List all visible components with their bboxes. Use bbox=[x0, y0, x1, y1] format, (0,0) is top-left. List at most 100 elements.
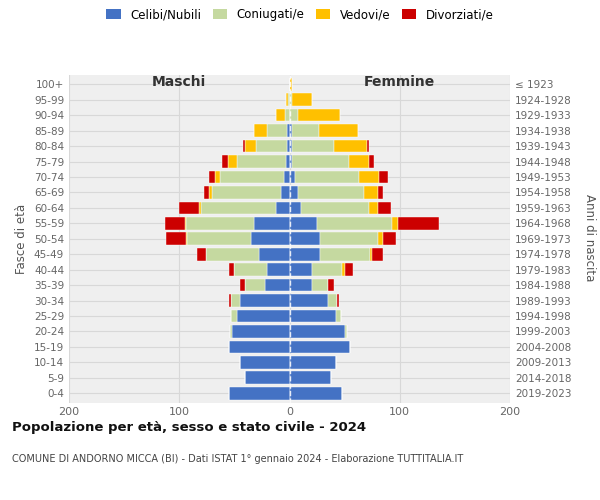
Bar bbox=[236, 155, 286, 168]
Bar bbox=[231, 294, 240, 307]
Bar bbox=[290, 232, 320, 245]
Bar bbox=[369, 202, 378, 214]
Bar bbox=[203, 186, 209, 198]
Bar bbox=[290, 186, 298, 198]
Legend: Celibi/Nubili, Coniugati/e, Vedovi/e, Divorziati/e: Celibi/Nubili, Coniugati/e, Vedovi/e, Di… bbox=[101, 4, 499, 26]
Text: Femmine: Femmine bbox=[364, 75, 436, 89]
Bar bbox=[328, 279, 334, 291]
Bar bbox=[201, 202, 276, 214]
Bar bbox=[243, 140, 245, 152]
Bar bbox=[245, 279, 265, 291]
Bar bbox=[311, 264, 343, 276]
Bar bbox=[290, 248, 320, 260]
Bar bbox=[290, 372, 331, 384]
Bar bbox=[290, 325, 344, 338]
Bar bbox=[344, 325, 347, 338]
Bar bbox=[212, 186, 281, 198]
Bar bbox=[251, 232, 290, 245]
Bar bbox=[287, 124, 290, 137]
Bar bbox=[231, 310, 236, 322]
Bar bbox=[311, 279, 328, 291]
Bar bbox=[292, 155, 349, 168]
Bar bbox=[232, 325, 290, 338]
Bar bbox=[222, 155, 228, 168]
Bar bbox=[379, 170, 388, 183]
Bar bbox=[337, 294, 339, 307]
Bar bbox=[286, 155, 290, 168]
Bar bbox=[265, 279, 290, 291]
Bar bbox=[336, 310, 341, 322]
Bar bbox=[370, 248, 372, 260]
Bar bbox=[220, 170, 284, 183]
Bar bbox=[292, 124, 319, 137]
Bar bbox=[206, 248, 259, 260]
Text: Maschi: Maschi bbox=[152, 75, 206, 89]
Text: Popolazione per età, sesso e stato civile - 2024: Popolazione per età, sesso e stato civil… bbox=[12, 421, 366, 434]
Bar bbox=[256, 140, 287, 152]
Bar bbox=[268, 124, 287, 137]
Bar bbox=[290, 78, 292, 90]
Y-axis label: Fasce di età: Fasce di età bbox=[16, 204, 28, 274]
Bar bbox=[290, 356, 336, 368]
Bar bbox=[179, 202, 199, 214]
Text: Anni di nascita: Anni di nascita bbox=[583, 194, 596, 281]
Bar bbox=[235, 264, 268, 276]
Bar bbox=[369, 155, 374, 168]
Bar bbox=[319, 124, 358, 137]
Bar bbox=[276, 202, 290, 214]
Bar bbox=[281, 186, 290, 198]
Bar bbox=[290, 294, 328, 307]
Bar bbox=[230, 325, 232, 338]
Bar bbox=[289, 94, 290, 106]
Bar bbox=[276, 109, 285, 122]
Bar bbox=[298, 186, 364, 198]
Bar bbox=[290, 140, 292, 152]
Bar bbox=[328, 294, 337, 307]
Bar bbox=[290, 387, 343, 400]
Bar bbox=[290, 170, 295, 183]
Bar bbox=[292, 94, 311, 106]
Bar bbox=[378, 232, 383, 245]
Bar bbox=[284, 170, 290, 183]
Bar bbox=[215, 170, 220, 183]
Bar bbox=[228, 155, 236, 168]
Bar bbox=[290, 155, 292, 168]
Bar bbox=[378, 186, 383, 198]
Bar bbox=[165, 217, 185, 230]
Bar bbox=[199, 202, 202, 214]
Bar bbox=[372, 248, 383, 260]
Bar bbox=[349, 155, 369, 168]
Bar bbox=[359, 170, 379, 183]
Bar bbox=[334, 140, 367, 152]
Bar bbox=[343, 264, 344, 276]
Bar bbox=[317, 217, 392, 230]
Bar bbox=[290, 279, 311, 291]
Bar bbox=[240, 294, 290, 307]
Bar bbox=[268, 264, 290, 276]
Bar bbox=[383, 232, 397, 245]
Text: COMUNE DI ANDORNO MICCA (BI) - Dati ISTAT 1° gennaio 2024 - Elaborazione TUTTITA: COMUNE DI ANDORNO MICCA (BI) - Dati ISTA… bbox=[12, 454, 463, 464]
Bar bbox=[398, 217, 439, 230]
Bar bbox=[286, 94, 289, 106]
Bar bbox=[229, 294, 231, 307]
Bar bbox=[320, 232, 378, 245]
Bar bbox=[290, 217, 317, 230]
Bar bbox=[290, 202, 301, 214]
Bar bbox=[229, 387, 290, 400]
Bar bbox=[229, 340, 290, 353]
Bar bbox=[301, 202, 369, 214]
Bar bbox=[290, 310, 336, 322]
Bar bbox=[197, 248, 206, 260]
Bar bbox=[245, 372, 290, 384]
Bar bbox=[344, 264, 353, 276]
Bar bbox=[290, 264, 311, 276]
Bar bbox=[378, 202, 391, 214]
Bar bbox=[166, 232, 186, 245]
Bar bbox=[245, 140, 256, 152]
Bar bbox=[186, 232, 187, 245]
Bar bbox=[236, 310, 290, 322]
Bar bbox=[287, 140, 290, 152]
Bar bbox=[240, 279, 245, 291]
Bar bbox=[209, 186, 212, 198]
Bar bbox=[254, 124, 268, 137]
